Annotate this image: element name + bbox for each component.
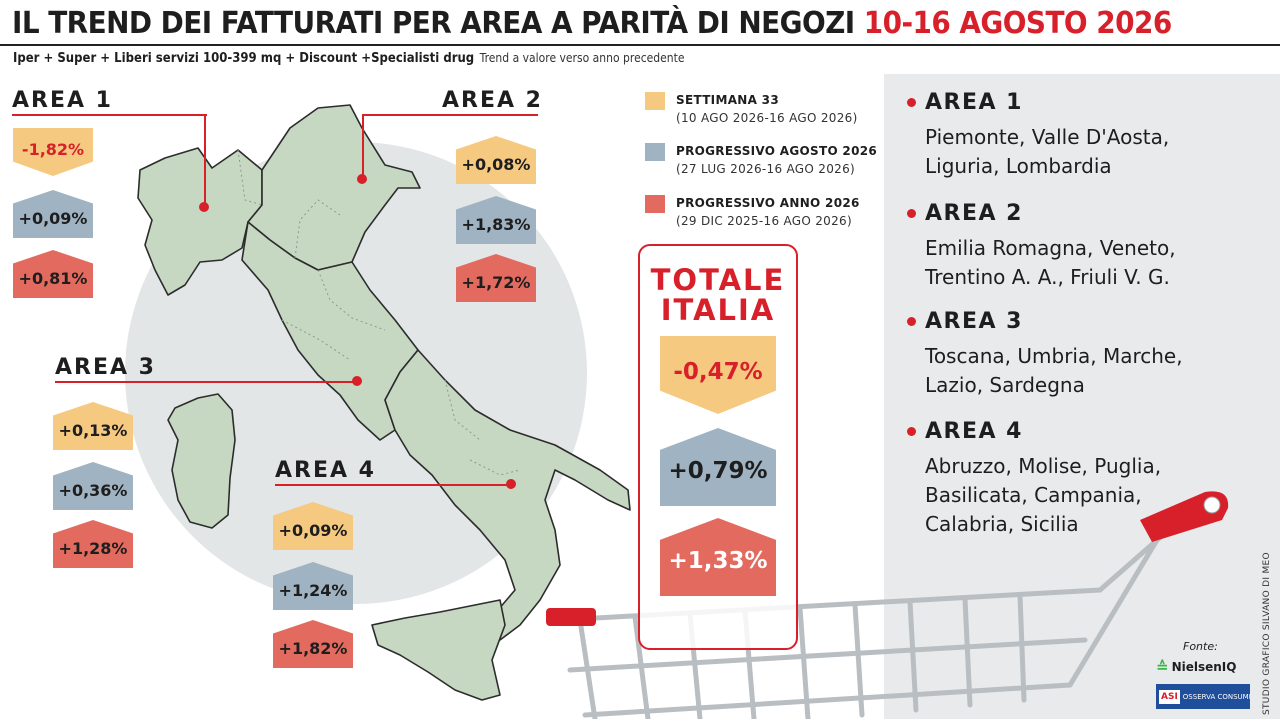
area-1-label: AREA 1 bbox=[12, 88, 113, 113]
totale-title-line2: ITALIA bbox=[660, 293, 776, 327]
area-4-label: AREA 4 bbox=[275, 458, 376, 483]
legend-month-sub: (27 LUG 2026-16 AGO 2026) bbox=[676, 162, 855, 176]
panel-area-4-line3: Calabria, Sicilia bbox=[925, 512, 1079, 536]
area-1-leader-drop bbox=[204, 114, 206, 206]
osserva-consumi-text: OSSERVA CONSUMI bbox=[1182, 692, 1251, 701]
panel-area-2-title: AREA 2 bbox=[925, 201, 1023, 226]
title-divider bbox=[0, 44, 1280, 46]
legend-swatch-year bbox=[645, 195, 665, 213]
panel-area-4-title: AREA 4 bbox=[925, 419, 1023, 444]
title-main: IL TREND DEI FATTURATI PER AREA A PARITÀ… bbox=[12, 6, 855, 41]
panel-area-1-line1: Piemonte, Valle D'Aosta, bbox=[925, 125, 1170, 149]
area-2-label: AREA 2 bbox=[442, 88, 543, 113]
area-3-label: AREA 3 bbox=[55, 355, 156, 380]
panel-area-1-line2: Liguria, Lombardia bbox=[925, 154, 1112, 178]
panel-area-1-title: AREA 1 bbox=[925, 90, 1023, 115]
map-area-1 bbox=[137, 147, 263, 296]
source-label: Fonte: bbox=[1183, 640, 1218, 653]
legend-year-sub: (29 DIC 2025-16 AGO 2026) bbox=[676, 214, 852, 228]
nielseniq-logo-text: NielsenIQ bbox=[1171, 660, 1237, 674]
panel-area-3-line1: Toscana, Umbria, Marche, bbox=[925, 344, 1183, 368]
cart-bumper bbox=[546, 608, 596, 626]
panel-area-3-line2: Lazio, Sardegna bbox=[925, 373, 1085, 397]
area-4-marker bbox=[506, 479, 516, 489]
legend-swatch-week bbox=[645, 92, 665, 110]
area-4-leader-line bbox=[275, 484, 511, 486]
area-2-leader-line bbox=[362, 114, 538, 116]
panel-area-1-bullet bbox=[907, 98, 916, 107]
legend-month-title: PROGRESSIVO AGOSTO 2026 bbox=[676, 144, 878, 158]
map-sardinia bbox=[167, 393, 236, 529]
nielseniq-mark-icon: ≙ bbox=[1156, 658, 1169, 676]
area-3-leader-line bbox=[55, 381, 355, 383]
studio-credit: STUDIO GRAFICO SILVANO DI MEO bbox=[1262, 552, 1272, 715]
panel-area-3-bullet bbox=[907, 317, 916, 326]
area-2-leader-drop bbox=[362, 114, 364, 178]
subtitle: Iper + Super + Liberi servizi 100-399 mq… bbox=[13, 51, 685, 66]
panel-area-2-bullet bbox=[907, 209, 916, 218]
legend-year-title: PROGRESSIVO ANNO 2026 bbox=[676, 196, 860, 210]
area-1-marker bbox=[199, 202, 209, 212]
panel-area-4-bullet bbox=[907, 427, 916, 436]
subtitle-note: Trend a valore verso anno precedente bbox=[479, 51, 685, 65]
area-2-marker bbox=[357, 174, 367, 184]
osserva-consumi-mark: ASI bbox=[1159, 689, 1180, 704]
panel-area-3-title: AREA 3 bbox=[925, 309, 1023, 334]
panel-area-4-line2: Basilicata, Campania, bbox=[925, 483, 1142, 507]
area-1-month-badge: +0,09% bbox=[13, 190, 93, 238]
legend-week-sub: (10 AGO 2026-16 AGO 2026) bbox=[676, 111, 858, 125]
page-title: IL TREND DEI FATTURATI PER AREA A PARITÀ… bbox=[12, 6, 1172, 41]
legend-week-title: SETTIMANA 33 bbox=[676, 93, 779, 107]
legend-swatch-month bbox=[645, 143, 665, 161]
area-1-leader-line bbox=[12, 114, 207, 116]
subtitle-text: Iper + Super + Liberi servizi 100-399 mq… bbox=[13, 51, 475, 66]
area-description-panel bbox=[884, 74, 1280, 719]
nielseniq-logo: ≙ NielsenIQ bbox=[1156, 658, 1236, 676]
totale-title-line1: TOTALE bbox=[650, 263, 786, 297]
panel-area-4-line1: Abruzzo, Molise, Puglia, bbox=[925, 454, 1162, 478]
map-area-4 bbox=[384, 349, 631, 641]
italy-map bbox=[137, 104, 631, 701]
panel-area-2-line1: Emilia Romagna, Veneto, bbox=[925, 236, 1176, 260]
area-3-marker bbox=[352, 376, 362, 386]
title-date: 10-16 AGOSTO 2026 bbox=[863, 6, 1172, 41]
osserva-consumi-logo: ASI OSSERVA CONSUMI bbox=[1156, 684, 1251, 709]
map-sicily bbox=[371, 599, 506, 701]
shopping-cart-illustration bbox=[546, 491, 1229, 719]
panel-area-2-line2: Trentino A. A., Friuli V. G. bbox=[925, 265, 1170, 289]
